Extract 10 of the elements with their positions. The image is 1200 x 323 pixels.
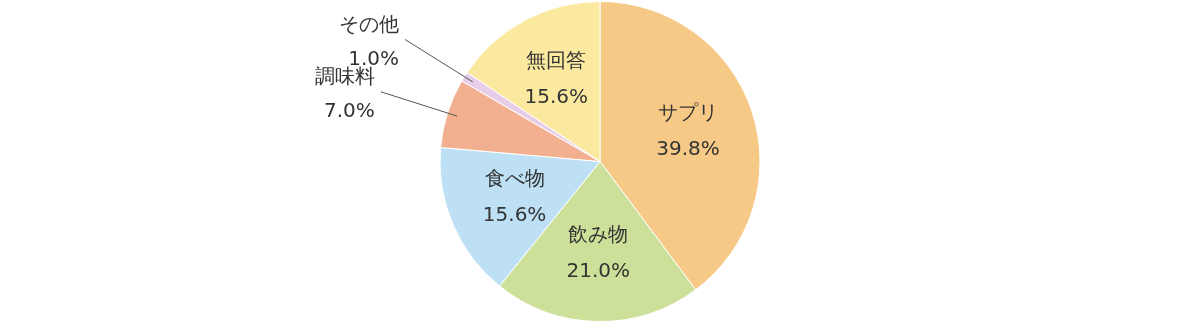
data-label: 15.6% (482, 202, 547, 227)
slice-label: 飲み物 (568, 222, 629, 247)
slice-label: その他 (339, 11, 400, 36)
data-label: 7.0% (324, 98, 375, 123)
data-label: 21.0% (566, 258, 631, 283)
slice-label: 無回答 (526, 47, 587, 72)
data-label: 39.8% (656, 136, 720, 161)
slice-label: 食べ物 (484, 166, 545, 191)
slice-label: サプリ (658, 100, 719, 125)
data-label: 15.6% (524, 83, 589, 108)
